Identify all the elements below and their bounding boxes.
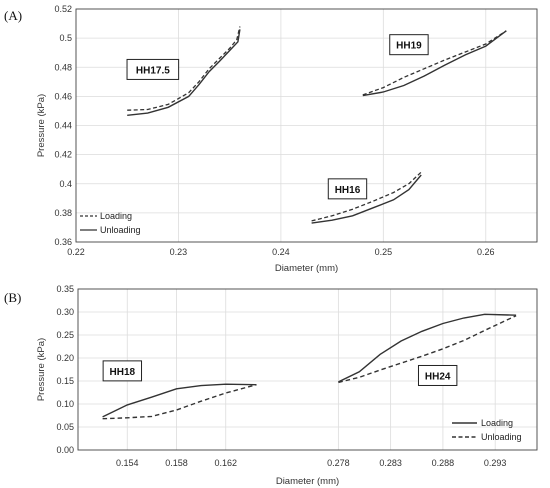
group-label-box bbox=[327, 178, 368, 200]
group-label: HH17.5 bbox=[136, 65, 170, 76]
group-label-box bbox=[417, 364, 458, 386]
legend-entry: Loading bbox=[481, 418, 513, 428]
y-tick-label: 0.48 bbox=[54, 62, 72, 72]
series-line-unloading bbox=[127, 29, 241, 116]
x-tick-label: 0.162 bbox=[214, 458, 237, 468]
x-tick-label: 0.22 bbox=[67, 247, 85, 257]
y-tick-label: 0.35 bbox=[56, 284, 74, 294]
group-label-box bbox=[102, 360, 143, 382]
y-tick-label: 0.25 bbox=[56, 330, 74, 340]
x-axis-label: Diameter (mm) bbox=[276, 476, 339, 487]
series-line-loading bbox=[311, 171, 422, 222]
legend: Loading Unloading bbox=[80, 211, 141, 235]
series-line-unloading bbox=[102, 384, 257, 420]
y-tick-label: 0.00 bbox=[56, 445, 74, 455]
series-line-unloading bbox=[311, 174, 422, 224]
series-line-loading bbox=[127, 26, 241, 111]
panel-label: (A) bbox=[4, 8, 22, 23]
group-label: HH16 bbox=[335, 185, 361, 196]
legend-entry: Unloading bbox=[100, 225, 141, 235]
y-tick-label: 0.5 bbox=[59, 33, 72, 43]
y-tick-label: 0.4 bbox=[59, 179, 72, 189]
x-tick-label: 0.293 bbox=[484, 458, 507, 468]
x-tick-label: 0.26 bbox=[477, 247, 495, 257]
x-tick-label: 0.283 bbox=[379, 458, 402, 468]
x-axis-label: Diameter (mm) bbox=[275, 263, 338, 274]
panel-label: (B) bbox=[4, 290, 21, 305]
x-tick-label: 0.23 bbox=[170, 247, 188, 257]
y-tick-label: 0.15 bbox=[56, 376, 74, 386]
y-tick-label: 0.30 bbox=[56, 307, 74, 317]
group-label-box bbox=[389, 34, 429, 56]
group-label: HH18 bbox=[110, 367, 136, 378]
y-tick-label: 0.52 bbox=[54, 4, 72, 14]
y-tick-label: 0.10 bbox=[56, 399, 74, 409]
panel-b: 0.00 0.05 0.10 0.15 0.20 0.25 0.30 0.35 0.154 0.1… bbox=[4, 284, 538, 487]
group-label: HH24 bbox=[425, 371, 451, 382]
legend-entry: Loading bbox=[100, 211, 132, 221]
series-line-loading bbox=[102, 383, 257, 418]
series-line-loading bbox=[362, 30, 507, 96]
y-tick-label: 0.38 bbox=[54, 208, 72, 218]
y-tick-label: 0.44 bbox=[54, 121, 72, 131]
x-tick-label: 0.278 bbox=[327, 458, 350, 468]
group-label: HH19 bbox=[396, 41, 422, 52]
panel-a: 0.36 0.38 0.4 0.42 0.44 0.46 0.48 0.5 0.52 0.22 0.… bbox=[4, 4, 538, 274]
y-axis-label: Pressure (kPa) bbox=[36, 338, 47, 401]
y-tick-label: 0.42 bbox=[54, 150, 72, 160]
y-axis-label: Pressure (kPa) bbox=[36, 94, 47, 157]
legend: Loading Unloading bbox=[452, 418, 522, 442]
x-tick-label: 0.24 bbox=[272, 247, 290, 257]
y-tick-label: 0.20 bbox=[56, 353, 74, 363]
plot-frame bbox=[77, 288, 538, 451]
series-line-unloading bbox=[362, 30, 507, 97]
y-tick-label: 0.05 bbox=[56, 422, 74, 432]
plot-frame bbox=[75, 8, 538, 243]
y-tick-label: 0.36 bbox=[54, 237, 72, 247]
legend-entry: Unloading bbox=[481, 432, 522, 442]
y-tick-label: 0.46 bbox=[54, 91, 72, 101]
series-line-loading bbox=[338, 313, 517, 383]
x-tick-label: 0.158 bbox=[165, 458, 188, 468]
x-tick-label: 0.288 bbox=[432, 458, 455, 468]
x-tick-label: 0.154 bbox=[116, 458, 139, 468]
group-label-box bbox=[126, 58, 180, 80]
x-tick-label: 0.25 bbox=[375, 247, 393, 257]
